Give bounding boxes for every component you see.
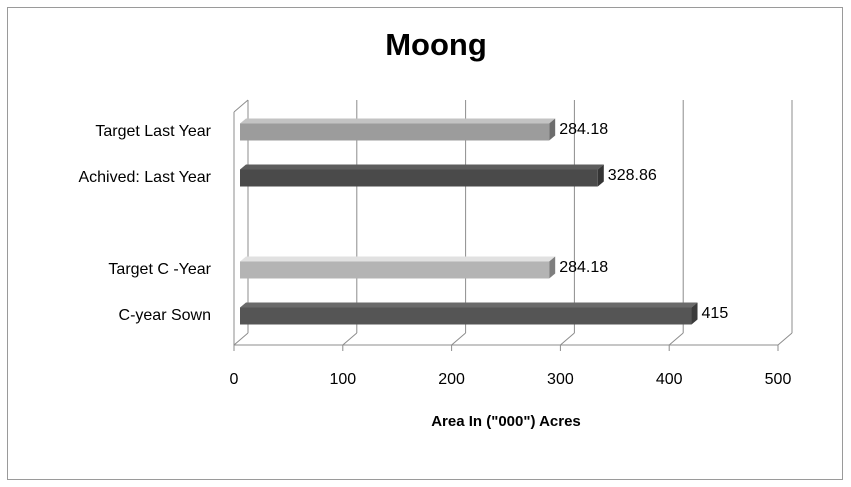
chart-frame [7,7,843,480]
y-tick-label: C-year Sown [119,307,211,324]
bar-side [549,256,556,279]
x-tick-label: 500 [765,371,792,388]
bar-side [549,118,556,141]
bar-top [240,164,604,170]
x-tick-label: 100 [329,371,356,388]
bar-top [240,118,556,124]
y-tick-label: Achived: Last Year [78,169,211,186]
x-tick-label: 0 [230,371,239,388]
y-tick-label: Target C -Year [108,261,211,278]
x-axis-title: Area In ("000") Acres [431,413,581,430]
bar-top [240,302,698,308]
grid-floor-line [560,332,575,346]
chart-title: Moong [385,27,487,62]
bar [240,169,598,187]
grid-floor-line [342,332,358,346]
grid-floor-line [668,332,684,346]
bar [240,307,692,325]
value-label: 415 [702,305,729,322]
value-label: 328.86 [608,167,657,184]
left-wall-edge [233,99,249,113]
x-tick-label: 300 [547,371,574,388]
value-label: 284.18 [559,259,608,276]
y-tick-label: Target Last Year [95,123,211,140]
x-tick-label: 400 [656,371,683,388]
grid-floor-line [451,332,466,346]
grid-floor-line [233,332,249,346]
bar [240,123,550,141]
x-tick-label: 200 [438,371,465,388]
grid-floor-line [777,332,793,346]
value-label: 284.18 [559,121,608,138]
bar [240,261,550,279]
bar-top [240,256,556,262]
bar-side [691,302,698,325]
bar-side [597,164,604,187]
